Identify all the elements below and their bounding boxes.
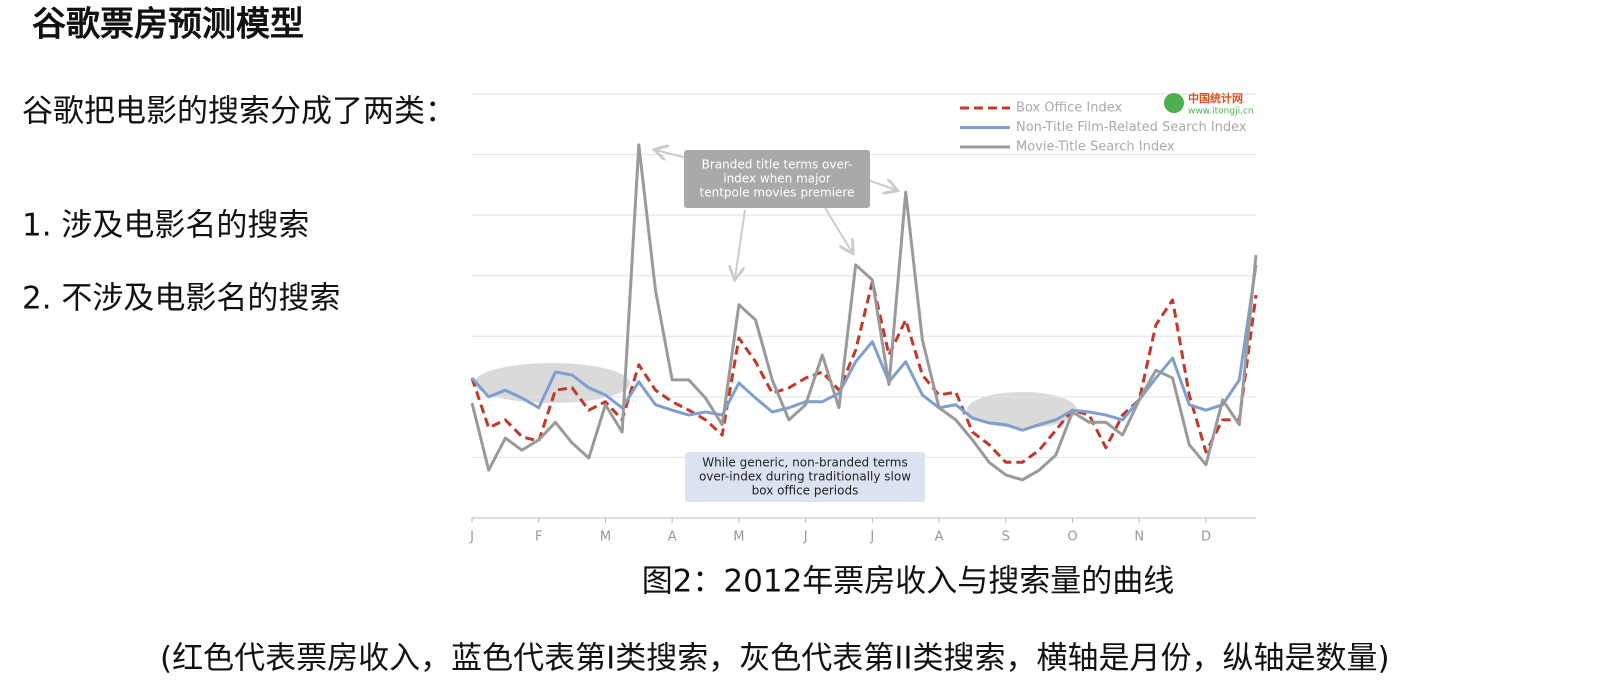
watermark: 中国统计网 (1188, 91, 1243, 105)
annotation-text: index when major (723, 172, 831, 186)
x-tick-label: J (869, 530, 874, 545)
x-tick-label: N (1134, 530, 1144, 545)
x-tick-label: M (600, 530, 611, 545)
x-tick-label: S (1002, 530, 1010, 545)
intro: 谷歌把电影的搜索分成了两类： (22, 94, 456, 130)
x-tick-label: A (668, 530, 677, 545)
annotation-text: Branded title terms over- (702, 158, 853, 172)
arrow (824, 207, 852, 252)
x-tick-label: J (469, 530, 474, 545)
logo (1164, 93, 1184, 113)
arrow (656, 150, 687, 158)
legend-label: Non-Title Film-Related Search Index (1016, 120, 1247, 135)
x-tick-label: M (733, 530, 744, 545)
list-item: 2. 不涉及电影名的搜索 (22, 281, 340, 317)
arrow (735, 209, 746, 278)
watermark: www.itongji.cn (1188, 107, 1254, 117)
chart: J F M A M J J A S O N D Box Office Index Non-Title Fi… (469, 91, 1258, 545)
x-tick-label: D (1201, 530, 1211, 545)
caption: 图2：2012年票房收入与搜索量的曲线 (642, 564, 1175, 600)
annotation-text: While generic, non-branded terms (702, 456, 907, 470)
slide-title: 谷歌票房预测模型 (32, 5, 304, 45)
annotation-box (685, 452, 925, 502)
highlight (967, 392, 1077, 428)
annotation-box (684, 150, 870, 208)
x-tick-label: F (535, 530, 542, 545)
annotation-text: tentpole movies premiere (700, 186, 855, 200)
annotations: Branded title terms over-index when majo… (656, 150, 925, 502)
list-item: 1. 涉及电影名的搜索 (22, 208, 309, 244)
x-tick-label: O (1067, 530, 1077, 545)
x-tick-label: A (935, 530, 944, 545)
arrow (867, 180, 896, 190)
legend-label: Box Office Index (1016, 101, 1122, 116)
line-series (470, 280, 1258, 464)
line-series (470, 264, 1258, 432)
annotation-text: over-index during traditionally slow (699, 470, 911, 484)
annotation-text: box office periods (752, 484, 859, 498)
legend-label: Movie-Title Search Index (1016, 140, 1175, 155)
line-series (470, 143, 1258, 482)
note: (红色代表票房收入，蓝色代表第I类搜索，灰色代表第II类搜索，横轴是月份，纵轴是… (160, 641, 1390, 677)
x-tick-label: J (803, 530, 808, 545)
